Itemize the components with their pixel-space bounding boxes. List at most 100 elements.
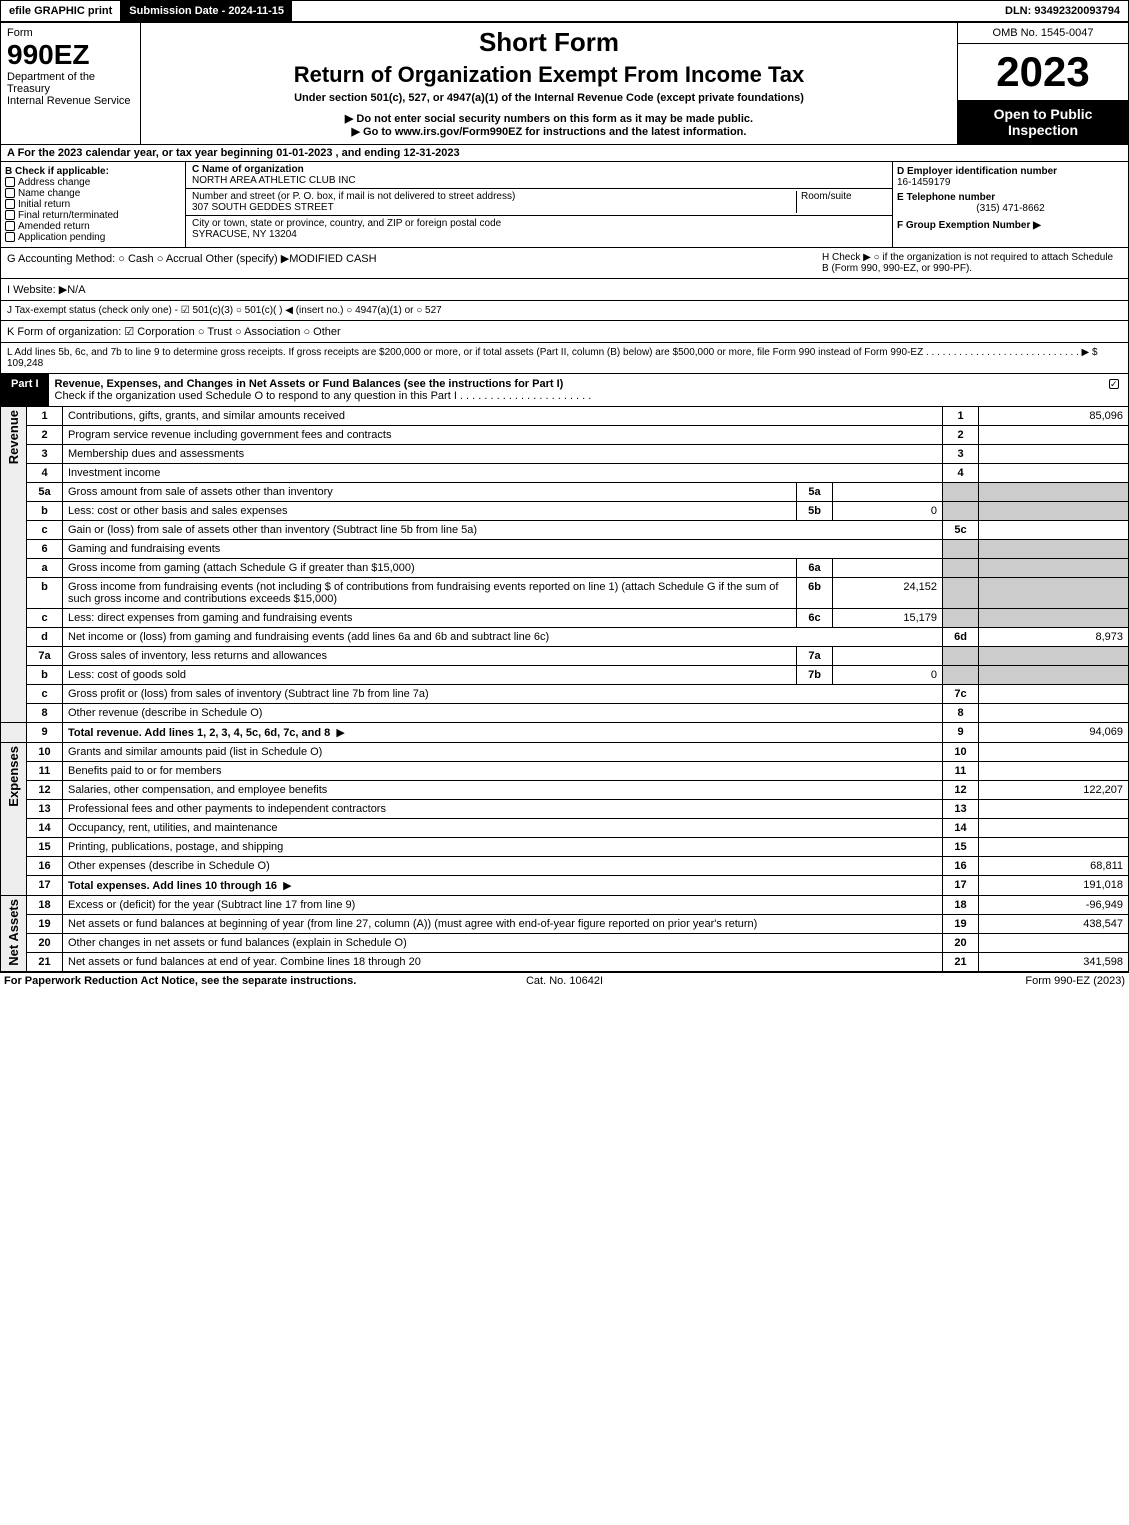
checkbox-name-change[interactable] [5, 188, 15, 198]
revenue-section-label: Revenue [6, 410, 21, 464]
c-city-label: City or town, state or province, country… [192, 218, 886, 229]
line-desc: Gross sales of inventory, less returns a… [68, 650, 327, 662]
line-desc: Membership dues and assessments [68, 448, 244, 460]
section-c: C Name of organization NORTH AREA ATHLET… [186, 162, 893, 247]
efile-print-button[interactable]: efile GRAPHIC print [1, 1, 121, 21]
netassets-section-label: Net Assets [6, 899, 21, 966]
line-num: c [27, 521, 63, 540]
part1-checkbox[interactable] [1109, 379, 1119, 389]
line-num: 15 [27, 838, 63, 857]
line-value [979, 464, 1129, 483]
line-value: -96,949 [979, 896, 1129, 915]
line-subval: 15,179 [833, 609, 943, 628]
line-num: 10 [27, 743, 63, 762]
line-num: 8 [27, 704, 63, 723]
line-value [979, 685, 1129, 704]
goto-link[interactable]: ▶ Go to www.irs.gov/Form990EZ for instru… [147, 125, 951, 138]
line-rnum: 7c [943, 685, 979, 704]
line-desc: Gross income from fundraising events (no… [68, 581, 778, 605]
line-desc: Gross amount from sale of assets other t… [68, 486, 333, 498]
grey-cell [979, 609, 1129, 628]
line-num: 16 [27, 857, 63, 876]
open-public-badge: Open to Public Inspection [958, 100, 1128, 144]
ein-label: D Employer identification number [897, 166, 1124, 177]
line-desc: Other expenses (describe in Schedule O) [68, 860, 270, 872]
c-addr-label: Number and street (or P. O. box, if mail… [192, 191, 796, 202]
line-rnum: 16 [943, 857, 979, 876]
grey-cell [979, 502, 1129, 521]
line-num: 4 [27, 464, 63, 483]
dept-label: Department of the Treasury Internal Reve… [7, 71, 134, 107]
part1-check-text: Check if the organization used Schedule … [55, 390, 592, 402]
form-of-organization: K Form of organization: ☑ Corporation ○ … [0, 321, 1129, 343]
checkbox-initial-return[interactable] [5, 199, 15, 209]
line-desc: Net assets or fund balances at beginning… [68, 918, 757, 930]
footer-formref: Form 990-EZ (2023) [751, 975, 1125, 987]
line-subval [833, 647, 943, 666]
line-value [979, 704, 1129, 723]
grey-cell [943, 666, 979, 685]
line-rnum: 17 [943, 876, 979, 896]
line-value [979, 521, 1129, 540]
part1-label: Part I [1, 374, 49, 406]
line-num: c [27, 685, 63, 704]
grey-cell [943, 483, 979, 502]
line-rnum: 2 [943, 426, 979, 445]
line-subnum: 7a [797, 647, 833, 666]
header-grid: B Check if applicable: Address change Na… [0, 162, 1129, 248]
row-gh: G Accounting Method: ○ Cash ○ Accrual Ot… [0, 248, 1129, 279]
line-rnum: 5c [943, 521, 979, 540]
line-num: 6 [27, 540, 63, 559]
line-desc: Gaming and fundraising events [68, 543, 220, 555]
line-desc: Professional fees and other payments to … [68, 803, 386, 815]
checkbox-address-change[interactable] [5, 177, 15, 187]
subtitle: Under section 501(c), 527, or 4947(a)(1)… [147, 92, 951, 104]
dln-label: DLN: 93492320093794 [997, 1, 1128, 21]
form-number: 990EZ [7, 39, 134, 71]
line-subval: 24,152 [833, 578, 943, 609]
line-value: 8,973 [979, 628, 1129, 647]
line-desc: Gain or (loss) from sale of assets other… [68, 524, 477, 536]
grey-cell [943, 647, 979, 666]
line-value [979, 445, 1129, 464]
line-num: 5a [27, 483, 63, 502]
line-num: b [27, 666, 63, 685]
line-num: 14 [27, 819, 63, 838]
line-subval [833, 483, 943, 502]
line-value [979, 762, 1129, 781]
grey-cell [979, 483, 1129, 502]
grey-cell [979, 647, 1129, 666]
b-item: Amended return [18, 221, 90, 232]
line-desc: Other revenue (describe in Schedule O) [68, 707, 262, 719]
group-exemption-label: F Group Exemption Number ▶ [897, 220, 1124, 231]
org-name: NORTH AREA ATHLETIC CLUB INC [192, 175, 886, 186]
main-title: Return of Organization Exempt From Incom… [147, 62, 951, 88]
row-a-calendar: A For the 2023 calendar year, or tax yea… [0, 145, 1129, 162]
checkbox-final-return[interactable] [5, 210, 15, 220]
checkbox-amended-return[interactable] [5, 221, 15, 231]
section-d: D Employer identification number 16-1459… [893, 162, 1128, 247]
line-rnum: 13 [943, 800, 979, 819]
line-subnum: 6a [797, 559, 833, 578]
line-num: 11 [27, 762, 63, 781]
gross-receipts-note: L Add lines 5b, 6c, and 7b to line 9 to … [0, 343, 1129, 374]
grey-cell [979, 666, 1129, 685]
accounting-method: G Accounting Method: ○ Cash ○ Accrual Ot… [7, 252, 822, 274]
checkbox-application-pending[interactable] [5, 232, 15, 242]
line-desc: Gross income from gaming (attach Schedul… [68, 562, 415, 574]
line-value [979, 934, 1129, 953]
line-rnum: 15 [943, 838, 979, 857]
line-rnum: 6d [943, 628, 979, 647]
line-desc: Net assets or fund balances at end of ye… [68, 956, 421, 968]
submission-date-button[interactable]: Submission Date - 2024-11-15 [121, 1, 293, 21]
line-subnum: 5a [797, 483, 833, 502]
b-label: B Check if applicable: [5, 166, 181, 177]
part1-title: Revenue, Expenses, and Changes in Net As… [55, 378, 564, 390]
line-subnum: 7b [797, 666, 833, 685]
phone-label: E Telephone number [897, 192, 1124, 203]
line-num: 2 [27, 426, 63, 445]
line-value: 341,598 [979, 953, 1129, 972]
line-num: 19 [27, 915, 63, 934]
org-address: 307 SOUTH GEDDES STREET [192, 202, 796, 213]
grey-cell [943, 578, 979, 609]
